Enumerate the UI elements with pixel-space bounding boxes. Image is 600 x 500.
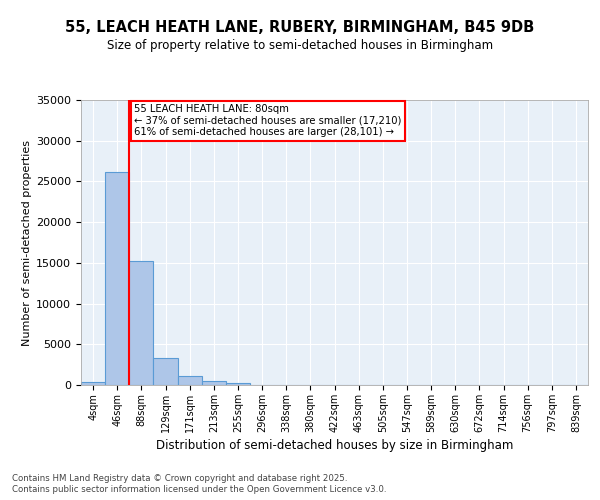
Text: Contains HM Land Registry data © Crown copyright and database right 2025.
Contai: Contains HM Land Registry data © Crown c…	[12, 474, 386, 494]
Text: 55, LEACH HEATH LANE, RUBERY, BIRMINGHAM, B45 9DB: 55, LEACH HEATH LANE, RUBERY, BIRMINGHAM…	[65, 20, 535, 35]
Bar	[226, 384, 250, 385]
Bar	[81, 382, 105, 385]
X-axis label: Distribution of semi-detached houses by size in Birmingham: Distribution of semi-detached houses by …	[156, 439, 513, 452]
Bar	[178, 376, 202, 385]
Bar	[129, 261, 154, 385]
Bar	[154, 358, 178, 385]
Bar	[202, 381, 226, 385]
Text: Size of property relative to semi-detached houses in Birmingham: Size of property relative to semi-detach…	[107, 40, 493, 52]
Text: 55 LEACH HEATH LANE: 80sqm
← 37% of semi-detached houses are smaller (17,210)
61: 55 LEACH HEATH LANE: 80sqm ← 37% of semi…	[134, 104, 401, 138]
Bar	[105, 172, 129, 385]
Y-axis label: Number of semi-detached properties: Number of semi-detached properties	[22, 140, 32, 346]
